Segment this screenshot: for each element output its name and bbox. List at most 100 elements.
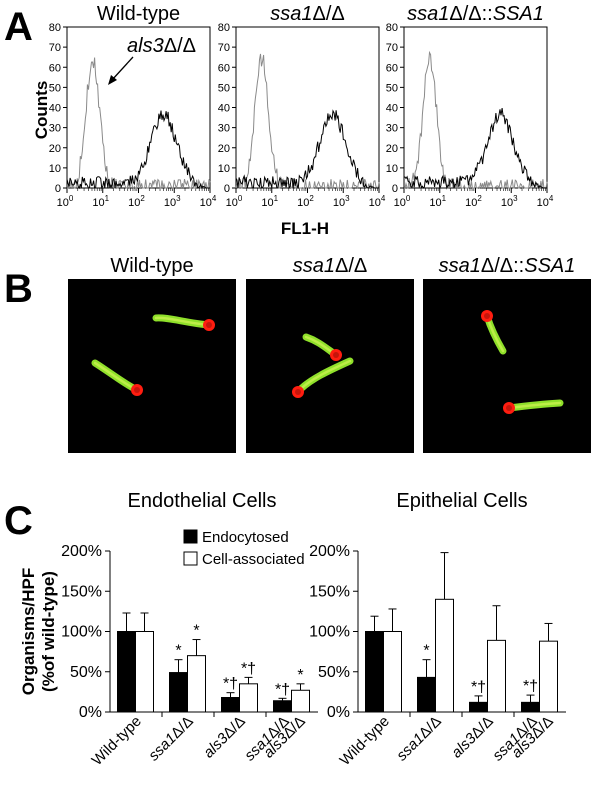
histogram-panel-1: Wild-type 0 10 20 30 40 50 60 70 80 100 101 102 103 10… (49, 3, 217, 209)
x-tick-label: 103 (164, 194, 181, 209)
histogram-trace-gray (67, 57, 211, 190)
y-tick-label: 0 (55, 183, 61, 195)
x-tick-label: 104 (200, 194, 217, 209)
histogram-title: Wild-type (97, 3, 180, 25)
legend-swatch (183, 529, 198, 544)
y-tick-label: 50% (70, 664, 102, 681)
x-tick-label: 104 (369, 194, 386, 209)
x-tick-label: 100 (394, 194, 411, 209)
micrograph-title: ssa1Δ/Δ (293, 255, 368, 277)
annotation-arrow-icon (111, 56, 134, 81)
y-tick-label: 10 (49, 163, 61, 175)
micrograph-image (246, 279, 414, 453)
panel-label-c: C (4, 499, 33, 543)
bar-cell-associated (383, 631, 402, 713)
bar-cell-associated (487, 639, 506, 713)
chart-y-label: Organisms/HPF (19, 568, 38, 696)
y-tick-label: 150% (61, 583, 102, 600)
hypha-cell (292, 357, 354, 398)
bar-cell-associated (135, 631, 154, 713)
arrowhead-icon (108, 75, 117, 85)
hypha-cell (503, 399, 564, 414)
category-label: ssa1Δ/Δ (393, 713, 445, 765)
bar-endocytosed (521, 701, 540, 713)
y-tick-label: 30 (386, 123, 398, 135)
legend-label: Endocytosed (202, 529, 289, 546)
x-tick-label: 102 (297, 194, 314, 209)
chart-y-label: (%of wild-type) (39, 571, 58, 692)
y-tick-label: 60 (218, 62, 230, 74)
micrograph-title: ssa1Δ/Δ::SSA1 (439, 255, 576, 277)
micrograph-panel-2: ssa1Δ/Δ (246, 255, 414, 453)
y-tick-label: 20 (49, 143, 61, 155)
legend-label: Cell-associated (202, 551, 305, 568)
mother-cell-center (333, 352, 339, 358)
y-tick-label: 80 (49, 22, 61, 34)
histogram-title: ssa1Δ/Δ::SSA1 (407, 3, 544, 25)
histogram-title: ssa1Δ/Δ (270, 3, 345, 25)
y-tick-label: 50 (386, 82, 398, 94)
y-tick-label: 150% (309, 583, 350, 600)
y-tick-label: 0 (224, 183, 230, 195)
chart-title: Epithelial Cells (396, 490, 527, 512)
micrograph-image (423, 279, 591, 453)
histogram-trace-black (235, 109, 379, 190)
significance-mark: *† (523, 678, 538, 695)
category-label: als3Δ/Δ (448, 713, 497, 762)
bar-endocytosed (273, 700, 292, 713)
panel-label-b: B (4, 267, 33, 311)
bar-cell-associated (291, 689, 310, 713)
chart-title: Endothelial Cells (128, 490, 277, 512)
y-tick-label: 100% (309, 624, 350, 641)
histogram-y-label: Counts (32, 81, 51, 140)
y-tick-label: 80 (218, 22, 230, 34)
y-tick-label: 50 (49, 82, 61, 94)
hypha-cell (302, 333, 342, 361)
y-tick-label: 200% (309, 543, 350, 560)
category-label: ssa1Δ/Δ (145, 713, 197, 765)
x-tick-label: 100 (57, 194, 74, 209)
y-tick-label: 10 (218, 163, 230, 175)
y-tick-label: 30 (49, 123, 61, 135)
y-tick-label: 0 (392, 183, 398, 195)
x-tick-label: 101 (261, 194, 278, 209)
significance-mark: * (175, 643, 181, 660)
y-tick-label: 70 (49, 42, 61, 54)
histogram-panel-2: ssa1Δ/Δ 0 10 20 30 40 50 60 70 80 100 101 102 103 104 (218, 3, 386, 209)
bar-endocytosed (417, 676, 436, 713)
mother-cell-center (295, 389, 301, 395)
y-tick-label: 10 (386, 163, 398, 175)
bar-endocytosed (221, 697, 240, 713)
bar-chart-2: Epithelial Cells 0% 50% 100% 150% 200% Wild-ty… (309, 490, 566, 769)
hypha-cell (481, 310, 507, 355)
histogram-frame (235, 26, 380, 189)
significance-mark: *† (275, 681, 290, 698)
bar-endocytosed (365, 631, 384, 713)
y-tick-label: 30 (218, 123, 230, 135)
micrograph-panel-3: ssa1Δ/Δ::SSA1 (423, 255, 591, 453)
histogram-trace-gray (235, 53, 380, 190)
y-tick-label: 40 (49, 103, 61, 115)
y-tick-label: 70 (386, 42, 398, 54)
histogram-frame (403, 26, 548, 189)
y-tick-label: 60 (49, 62, 61, 74)
mother-cell-center (206, 322, 212, 328)
mother-cell-center (484, 313, 490, 319)
bar-cell-associated (187, 655, 206, 713)
significance-mark: *† (241, 660, 256, 677)
y-tick-label: 20 (218, 143, 230, 155)
histogram-trace-gray (404, 50, 548, 190)
hypha-cell (152, 314, 215, 331)
significance-mark: * (193, 623, 199, 640)
significance-mark: *† (471, 679, 486, 696)
y-tick-label: 0% (327, 704, 350, 721)
x-tick-label: 102 (465, 194, 482, 209)
significance-mark: * (423, 643, 429, 660)
y-tick-label: 60 (386, 62, 398, 74)
x-tick-label: 101 (429, 194, 446, 209)
bar-chart-1: Endothelial Cells 0% 50% 100% 150% 200% Wild-t… (19, 490, 318, 769)
y-tick-label: 40 (386, 103, 398, 115)
bar-cell-associated (435, 598, 454, 713)
y-tick-label: 50 (218, 82, 230, 94)
